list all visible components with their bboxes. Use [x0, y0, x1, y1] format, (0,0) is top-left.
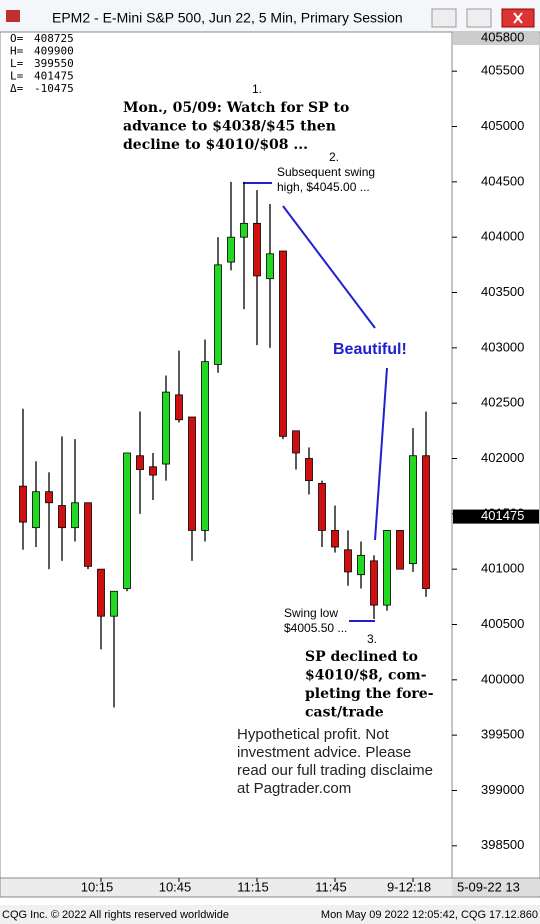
annotation-text: SP declined to: [305, 649, 418, 665]
annotation-text: $4005.50 ...: [284, 621, 347, 635]
window-title: EPM2 - E-Mini S&P 500, Jun 22, 5 Min, Pr…: [52, 10, 403, 26]
candle-body: [71, 502, 79, 529]
x-tick-label: 9-12:18: [387, 879, 431, 894]
y-tick-label: 405000: [481, 118, 524, 133]
axis-top-box: [453, 31, 539, 45]
y-tick-label: 400000: [481, 671, 524, 686]
candle-body: [279, 250, 287, 437]
x-axis-area: [0, 877, 540, 898]
candle-body: [84, 502, 92, 567]
x-tick-label: 10:15: [81, 879, 114, 894]
candle-body: [19, 485, 27, 523]
candle-body: [383, 530, 391, 606]
annotation-text: cast/trade: [305, 705, 384, 721]
annotation-number: 3.: [367, 632, 377, 646]
info-value: 408725: [34, 32, 74, 45]
date-box-label: 5-09-22 13: [457, 879, 520, 894]
candle-body: [266, 253, 274, 280]
annotation-number: 1.: [252, 82, 262, 96]
candle-body: [305, 458, 313, 482]
candle-body: [201, 361, 209, 531]
y-tick-label: 404000: [481, 229, 524, 244]
candle-body: [344, 549, 352, 573]
annotation-text: advance to $4038/$45 then: [123, 119, 336, 135]
info-value: 409900: [34, 45, 74, 58]
maximize-button[interactable]: [466, 8, 492, 28]
annotation-text: high, $4045.00 ...: [277, 180, 370, 194]
info-label: L=: [10, 70, 24, 83]
y-tick-label: 402500: [481, 395, 524, 410]
annotation-highlight: Beautiful!: [333, 341, 407, 358]
last-price-box: [453, 509, 539, 524]
status-right: Mon May 09 2022 12:05:42, CQG 17.12.860: [321, 909, 538, 921]
candle-body: [240, 222, 248, 238]
candle-body: [227, 236, 235, 263]
candle-body: [188, 416, 196, 531]
disclaimer-text: read our full trading disclaime: [237, 762, 433, 779]
info-label: H=: [10, 45, 24, 58]
candle-body: [370, 560, 378, 606]
disclaimer-text: at Pagtrader.com: [237, 780, 351, 797]
candle-body: [97, 568, 105, 617]
candle-body: [409, 455, 417, 565]
info-label: O=: [10, 32, 24, 45]
x-tick-label: 10:45: [159, 879, 192, 894]
candle-body: [331, 530, 339, 548]
candle-body: [175, 394, 183, 421]
disclaimer-text: investment advice. Please: [237, 744, 411, 761]
annotation-text: Mon., 05/09: Watch for SP to: [123, 100, 349, 116]
candle-body: [162, 391, 170, 465]
annotation-text: $4010/$8, com-: [305, 668, 427, 684]
candle-body: [357, 554, 365, 576]
candle-body: [58, 505, 66, 529]
y-tick-label: 402000: [481, 450, 524, 465]
y-tick-label: 401000: [481, 561, 524, 576]
candle-body: [214, 264, 222, 365]
candle-body: [136, 455, 144, 470]
info-value: 399550: [34, 57, 74, 70]
annotation-text: Subsequent swing: [277, 165, 375, 179]
y-tick-label: 403500: [481, 284, 524, 299]
candle-body: [422, 455, 430, 589]
last-price-label: 401475: [481, 508, 524, 523]
candle-body: [253, 222, 261, 277]
candle-body: [32, 491, 40, 529]
y-tick-label: 400500: [481, 616, 524, 631]
y-tick-label: 404500: [481, 173, 524, 188]
annotation-number: 2.: [329, 150, 339, 164]
candle-body: [45, 491, 53, 504]
y-tick-label: 398500: [481, 837, 524, 852]
y-axis-area: [451, 31, 540, 879]
y-tick-label: 405500: [481, 63, 524, 78]
status-bar: [0, 905, 540, 924]
info-value: -10475: [34, 82, 74, 95]
y-tick-label: 399500: [481, 727, 524, 742]
x-tick-label: 11:15: [237, 879, 269, 894]
annotation-text: pleting the fore-: [305, 686, 434, 702]
info-label: L=: [10, 57, 24, 70]
app-icon: [6, 10, 20, 22]
candle-body: [318, 482, 326, 531]
annotation-lines: [243, 182, 388, 622]
y-tick-label: 403000: [481, 339, 524, 354]
candle-body: [149, 466, 157, 476]
x-tick-label: 11:45: [315, 879, 347, 894]
candle-body: [396, 530, 404, 570]
annotation-text: Swing low: [284, 606, 338, 620]
candle-body: [110, 590, 118, 617]
minimize-button[interactable]: [431, 8, 457, 28]
candle-body: [292, 430, 300, 454]
info-label: Δ=: [10, 82, 24, 95]
axis-top-label: 405800: [481, 29, 524, 44]
date-box: [452, 879, 540, 896]
disclaimer-text: Hypothetical profit. Not: [237, 726, 390, 743]
y-tick-label: 399000: [481, 782, 524, 797]
candle-body: [123, 452, 131, 589]
status-left: CQG Inc. © 2022 All rights reserved worl…: [2, 909, 229, 921]
annotation-text: decline to $4010/$08 ...: [123, 137, 308, 153]
info-value: 401475: [34, 70, 74, 83]
